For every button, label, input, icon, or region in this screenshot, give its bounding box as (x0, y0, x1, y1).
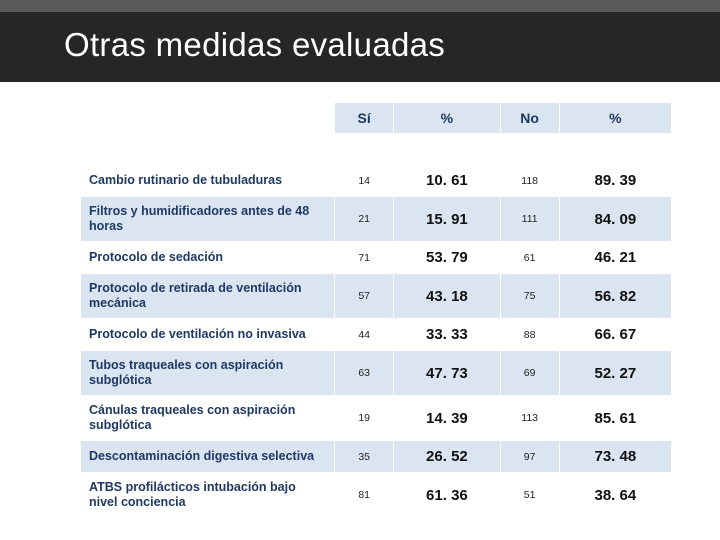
cell-no: 118 (500, 165, 559, 197)
cell-si: 71 (335, 242, 394, 274)
table-span-header-row: España: 132 unidades (81, 134, 672, 165)
cell-si: 21 (335, 197, 394, 242)
cell-si: 57 (335, 274, 394, 319)
cell-si: 44 (335, 319, 394, 351)
cell-pct1: 26. 52 (394, 441, 500, 473)
cell-no: 113 (500, 396, 559, 441)
row-label: Cánulas traqueales con aspiración subgló… (81, 396, 335, 441)
cell-si: 35 (335, 441, 394, 473)
col-pct1: % (394, 103, 500, 134)
cell-pct2: 73. 48 (559, 441, 671, 473)
cell-no: 61 (500, 242, 559, 274)
blank-cell (81, 103, 335, 134)
slide-title: Otras medidas evaluadas (64, 26, 672, 64)
cell-pct2: 84. 09 (559, 197, 671, 242)
cell-pct1: 61. 36 (394, 473, 500, 518)
cell-pct2: 46. 21 (559, 242, 671, 274)
cell-pct1: 47. 73 (394, 351, 500, 396)
row-label: Descontaminación digestiva selectiva (81, 441, 335, 473)
cell-no: 69 (500, 351, 559, 396)
cell-pct2: 89. 39 (559, 165, 671, 197)
decorative-top-bar (0, 0, 720, 12)
table-row: Cambio rutinario de tubuladuras1410. 611… (81, 165, 672, 197)
row-label: Filtros y humidificadores antes de 48 ho… (81, 197, 335, 242)
cell-pct2: 66. 67 (559, 319, 671, 351)
col-no: No (500, 103, 559, 134)
title-bar: Otras medidas evaluadas (0, 12, 720, 82)
table-span-header: España: 132 unidades (335, 134, 672, 165)
cell-pct1: 53. 79 (394, 242, 500, 274)
table-row: Tubos traqueales con aspiración subglóti… (81, 351, 672, 396)
table-body: Cambio rutinario de tubuladuras1410. 611… (81, 165, 672, 518)
cell-no: 111 (500, 197, 559, 242)
cell-pct1: 10. 61 (394, 165, 500, 197)
table-header-row: Sí % No % (81, 103, 672, 134)
cell-si: 81 (335, 473, 394, 518)
cell-si: 19 (335, 396, 394, 441)
blank-cell (81, 134, 335, 165)
content-area: España: 132 unidades Sí % No % Cambio ru… (0, 82, 720, 518)
table-row: Protocolo de retirada de ventilación mec… (81, 274, 672, 319)
cell-no: 97 (500, 441, 559, 473)
table-row: Cánulas traqueales con aspiración subgló… (81, 396, 672, 441)
table-row: Protocolo de sedación7153. 796146. 21 (81, 242, 672, 274)
table-row: Descontaminación digestiva selectiva3526… (81, 441, 672, 473)
table-row: ATBS profilácticos intubación bajo nivel… (81, 473, 672, 518)
cell-pct2: 52. 27 (559, 351, 671, 396)
row-label: Protocolo de sedación (81, 242, 335, 274)
cell-no: 75 (500, 274, 559, 319)
cell-pct2: 38. 64 (559, 473, 671, 518)
cell-pct2: 56. 82 (559, 274, 671, 319)
cell-pct1: 15. 91 (394, 197, 500, 242)
cell-pct1: 43. 18 (394, 274, 500, 319)
row-label: Cambio rutinario de tubuladuras (81, 165, 335, 197)
row-label: Protocolo de retirada de ventilación mec… (81, 274, 335, 319)
cell-si: 14 (335, 165, 394, 197)
cell-pct1: 33. 33 (394, 319, 500, 351)
cell-si: 63 (335, 351, 394, 396)
table-row: Protocolo de ventilación no invasiva4433… (81, 319, 672, 351)
cell-pct1: 14. 39 (394, 396, 500, 441)
row-label: Protocolo de ventilación no invasiva (81, 319, 335, 351)
slide: Otras medidas evaluadas España: 132 unid… (0, 0, 720, 540)
cell-no: 88 (500, 319, 559, 351)
row-label: Tubos traqueales con aspiración subglóti… (81, 351, 335, 396)
col-si: Sí (335, 103, 394, 134)
col-pct2: % (559, 103, 671, 134)
table-row: Filtros y humidificadores antes de 48 ho… (81, 197, 672, 242)
row-label: ATBS profilácticos intubación bajo nivel… (81, 473, 335, 518)
cell-pct2: 85. 61 (559, 396, 671, 441)
measures-table: España: 132 unidades Sí % No % Cambio ru… (80, 102, 672, 518)
cell-no: 51 (500, 473, 559, 518)
